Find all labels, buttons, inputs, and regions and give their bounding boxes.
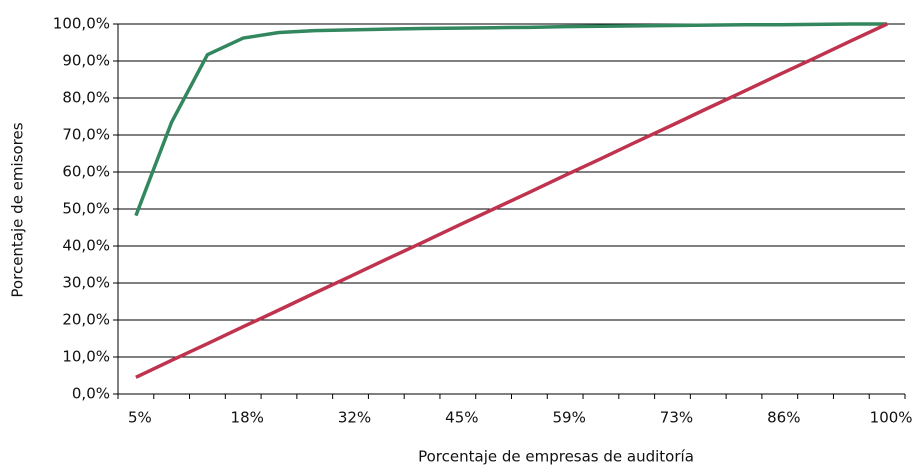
- x-axis-label: Porcentaje de empresas de auditoría: [418, 448, 694, 466]
- y-tick-label: 100,0%: [53, 15, 110, 33]
- y-tick-label: 50,0%: [62, 200, 110, 218]
- y-axis-label: Porcentaje de emisores: [9, 122, 27, 297]
- x-tick-label: 59%: [552, 409, 585, 427]
- x-tick-label: 73%: [660, 409, 693, 427]
- y-tick-label: 0,0%: [72, 385, 110, 403]
- series-line: [134, 22, 888, 217]
- series-line: [135, 22, 888, 379]
- y-tick-label: 10,0%: [62, 348, 110, 366]
- x-tick-label: 18%: [231, 409, 264, 427]
- x-tick-label: 100%: [870, 409, 913, 427]
- y-tick-label: 40,0%: [62, 237, 110, 255]
- y-tick-label: 60,0%: [62, 163, 110, 181]
- x-tick-label: 45%: [445, 409, 478, 427]
- y-tick-label: 90,0%: [62, 52, 110, 70]
- x-tick-label: 5%: [128, 409, 152, 427]
- y-tick-label: 80,0%: [62, 89, 110, 107]
- x-tick-label: 86%: [767, 409, 800, 427]
- y-tick-label: 20,0%: [62, 311, 110, 329]
- y-tick-label: 30,0%: [62, 274, 110, 292]
- x-tick-label: 32%: [338, 409, 371, 427]
- y-tick-label: 70,0%: [62, 126, 110, 144]
